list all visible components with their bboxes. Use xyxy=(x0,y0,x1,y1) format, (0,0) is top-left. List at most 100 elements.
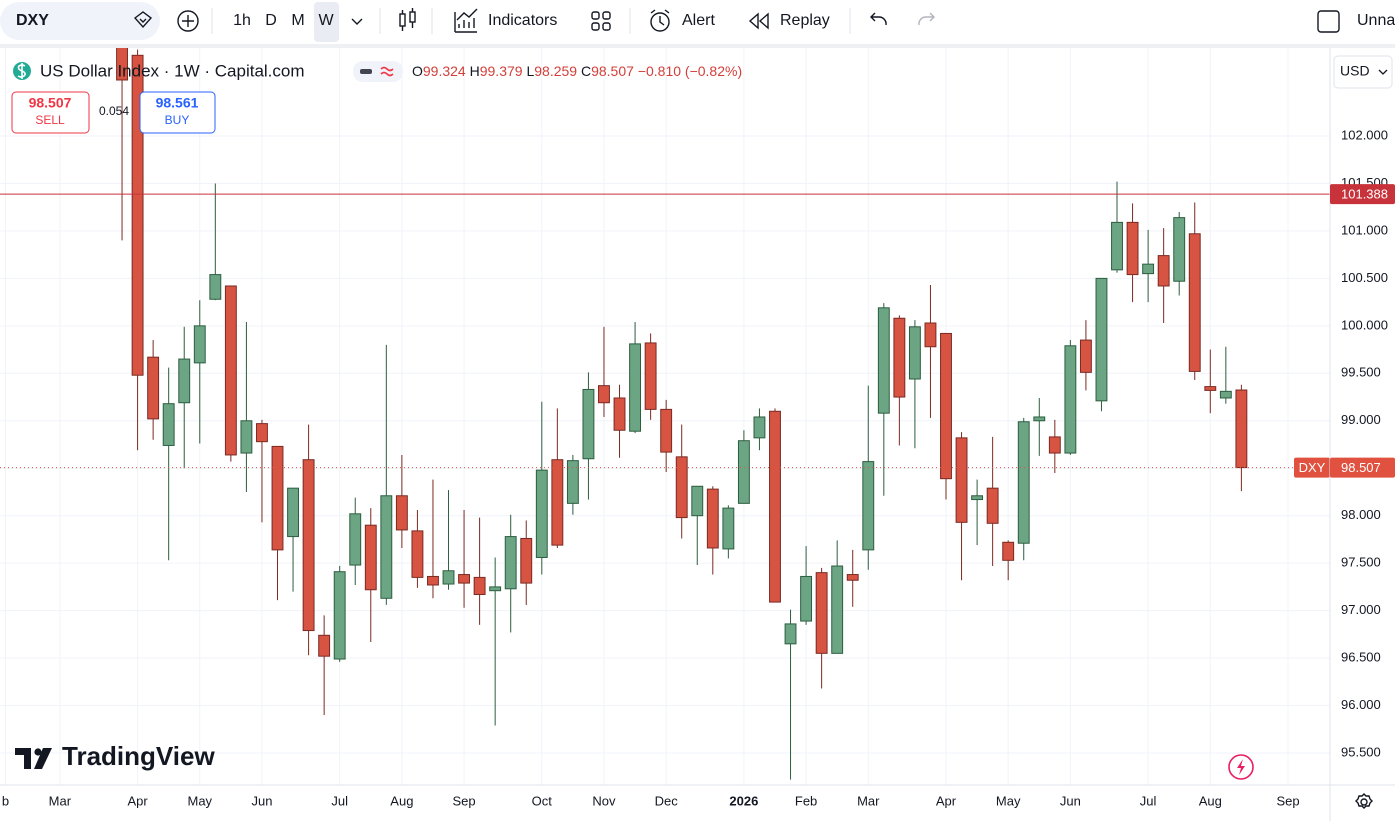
candle-body xyxy=(644,342,657,410)
interval-dropdown[interactable] xyxy=(351,18,363,25)
chart-type-icon[interactable] xyxy=(399,8,416,31)
interval[interactable]: 1h xyxy=(233,12,251,29)
logo-text: TradingView xyxy=(62,741,215,771)
legend-pill[interactable] xyxy=(353,61,403,82)
candle-body xyxy=(1142,263,1155,275)
candle-body xyxy=(566,460,579,504)
candle-body xyxy=(1017,421,1030,544)
symbol-logo-glyph xyxy=(17,63,26,79)
x-tick-label: Nov xyxy=(592,793,616,808)
alert-button[interactable]: Alert xyxy=(682,12,715,29)
symbol-search[interactable] xyxy=(0,2,160,40)
legend-ohlc: O99.324 H99.379 L98.259 C98.507 −0.810 (… xyxy=(412,63,742,79)
interval[interactable]: D xyxy=(265,12,277,29)
candle-body xyxy=(240,420,253,454)
candle-body xyxy=(1002,541,1015,561)
replay-icon[interactable] xyxy=(748,12,769,30)
candle-body xyxy=(520,537,533,584)
x-tick-label: Sep xyxy=(1276,793,1299,808)
currency: USD xyxy=(1340,63,1370,79)
candle-body xyxy=(660,408,673,453)
settings-icon[interactable] xyxy=(1355,793,1373,809)
candle-body xyxy=(473,576,486,595)
legend-title: US Dollar Index · 1W · Capital.com xyxy=(40,61,305,80)
last-price-symbol-bg xyxy=(1294,457,1330,478)
x-tick-label: b xyxy=(2,793,9,808)
candle-body xyxy=(458,574,471,584)
candle-body xyxy=(737,440,750,504)
candle-body xyxy=(629,343,642,432)
candle-body xyxy=(1126,221,1139,276)
candle-body xyxy=(582,388,595,460)
currency-dropdown xyxy=(1378,69,1388,75)
candle-body xyxy=(551,459,564,546)
candle-body xyxy=(722,507,735,550)
ohlc-value: 98.507 xyxy=(591,63,634,79)
candle-body xyxy=(691,485,704,517)
y-tick-label: 97.500 xyxy=(1341,555,1381,570)
candle-body xyxy=(862,461,875,551)
time-axis: b Mar Apr May Jun Jul Aug Sep Oct Nov Dec 2026 Feb Ma… xyxy=(2,793,1300,808)
templates-icon[interactable] xyxy=(591,11,611,31)
candle-body xyxy=(333,571,346,660)
sell-button[interactable] xyxy=(11,91,90,134)
y-tick-label: 102.000 xyxy=(1341,127,1388,142)
candle-body xyxy=(1048,436,1061,454)
y-tick-label: 100.000 xyxy=(1341,317,1388,332)
y-tick-label: 98.000 xyxy=(1341,507,1381,522)
candle-body xyxy=(955,437,968,523)
toolbar-divider xyxy=(0,44,1395,48)
ohlc-key: C xyxy=(581,63,591,79)
candle-body xyxy=(489,586,502,592)
x-tick-label: Oct xyxy=(532,793,553,808)
indicators-button[interactable]: Indicators xyxy=(488,12,557,29)
y-tick-label: 95.500 xyxy=(1341,744,1381,759)
redo-button[interactable] xyxy=(918,12,935,26)
candle-body xyxy=(1064,345,1077,454)
ohlc-change: −0.810 (−0.82%) xyxy=(638,63,742,79)
candle-body xyxy=(427,575,439,586)
toolbar: DXY 1h D M W Indicators Alert xyxy=(0,2,1395,48)
candles xyxy=(116,48,1248,780)
candle-body xyxy=(908,326,921,380)
y-tick-label: 97.000 xyxy=(1341,602,1381,617)
alert-icon[interactable] xyxy=(650,9,670,32)
last-price-label: 98.507 xyxy=(1341,460,1381,475)
replay-button[interactable]: Replay xyxy=(780,12,830,29)
candle-body xyxy=(1188,233,1201,372)
candle-body xyxy=(1219,390,1232,399)
y-tick-label: 99.000 xyxy=(1341,412,1381,427)
buy-label: BUY xyxy=(165,113,190,127)
ohlc-key: H xyxy=(470,63,480,79)
candle-body xyxy=(986,487,999,524)
candle-body xyxy=(831,565,844,654)
undo-button[interactable] xyxy=(870,12,887,26)
spread: 0.054 xyxy=(99,104,129,118)
currency-select[interactable] xyxy=(1333,55,1393,89)
compare-icon[interactable] xyxy=(133,11,153,29)
candle-body xyxy=(442,570,455,585)
indicators-icon[interactable] xyxy=(454,8,478,33)
x-tick-label: Aug xyxy=(1199,793,1222,808)
candle-body xyxy=(1111,221,1123,271)
candle-body xyxy=(1235,389,1248,469)
candle-body xyxy=(815,572,828,654)
layout-icon[interactable] xyxy=(1317,10,1340,33)
interval[interactable]: W xyxy=(318,12,334,29)
legend-pill-icon xyxy=(360,69,372,74)
y-tick-label: 101.000 xyxy=(1341,222,1388,237)
candle-body xyxy=(1095,277,1108,402)
x-tick-label: Mar xyxy=(49,793,72,808)
candle-body xyxy=(893,317,906,398)
interval[interactable]: M xyxy=(291,12,304,29)
add-symbol[interactable] xyxy=(177,10,199,32)
x-tick-label: Feb xyxy=(795,793,817,808)
candle-body xyxy=(1157,255,1170,287)
lightning-icon[interactable] xyxy=(1228,754,1254,780)
layout-name[interactable]: Unna xyxy=(1357,12,1395,29)
grid xyxy=(0,48,1330,785)
price-line-label-bg xyxy=(1330,184,1395,205)
buy-button[interactable] xyxy=(139,91,216,134)
x-tick-label: Jul xyxy=(331,793,348,808)
